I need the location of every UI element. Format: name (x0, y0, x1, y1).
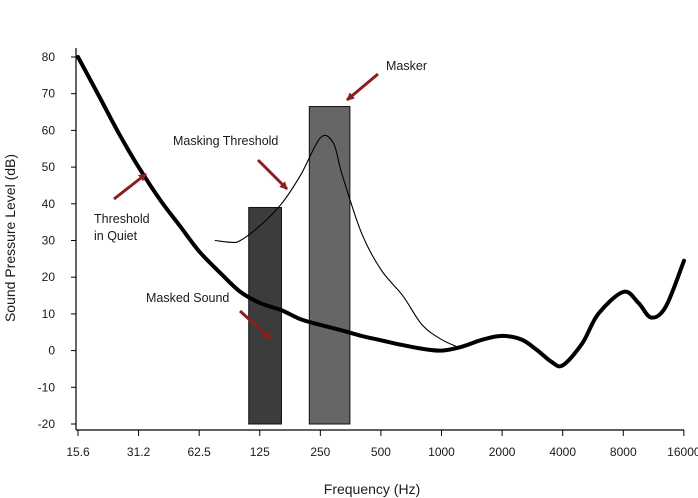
y-ticks: 80 70 60 50 40 30 20 10 0 -10 -20 (38, 50, 76, 431)
bars (248, 106, 351, 425)
y-tick-label: 20 (42, 270, 56, 284)
curves (76, 55, 686, 369)
y-tick-label: 30 (42, 234, 56, 248)
y-axis-title: Sound Pressure Level (dB) (2, 154, 18, 322)
x-tick-label: 15.6 (66, 445, 90, 459)
y-tick-label: 50 (42, 160, 56, 174)
x-tick-label: 500 (371, 445, 391, 459)
y-tick-label: 40 (42, 197, 56, 211)
masking-threshold-annotation: Masking Threshold (173, 134, 278, 148)
x-tick-label: 2000 (489, 445, 516, 459)
y-tick-label: 10 (42, 307, 56, 321)
y-tick-label: 70 (42, 87, 56, 101)
masked-sound-bar (248, 206, 282, 425)
masking-threshold-arrow (256, 158, 289, 191)
masked-sound-annotation: Masked Sound (146, 291, 229, 305)
annotation-arrows (113, 72, 379, 341)
masking-threshold-curve (214, 134, 459, 348)
x-tick-label: 31.2 (127, 445, 151, 459)
threshold-in-quiet-arrow (113, 172, 147, 201)
masker-arrow (346, 72, 379, 102)
y-tick-label: 60 (42, 123, 56, 137)
x-tick-label: 8000 (610, 445, 637, 459)
x-ticks: 15.6 31.2 62.5 125 250 500 1000 2000 4000 8000 160… (66, 430, 698, 459)
x-tick-label: 1000 (428, 445, 455, 459)
y-tick-label: -20 (38, 417, 56, 431)
x-tick-label: 62.5 (187, 445, 211, 459)
masker-bar (308, 106, 351, 425)
x-tick-label: 125 (250, 445, 270, 459)
masked-sound-arrow (238, 309, 273, 341)
threshold-in-quiet-annotation-line1: Threshold (94, 212, 150, 226)
axes (75, 48, 684, 431)
y-tick-label: -10 (38, 380, 56, 394)
y-tick-label: 0 (48, 344, 55, 358)
x-tick-label: 4000 (549, 445, 576, 459)
threshold-in-quiet-annotation-line2: in Quiet (94, 229, 138, 243)
x-axis-title: Frequency (Hz) (324, 481, 420, 497)
threshold-in-quiet-curve (76, 55, 686, 369)
y-tick-label: 80 (42, 50, 56, 64)
x-tick-label: 16000 (667, 445, 698, 459)
masker-annotation: Masker (386, 59, 427, 73)
x-tick-label: 250 (310, 445, 330, 459)
